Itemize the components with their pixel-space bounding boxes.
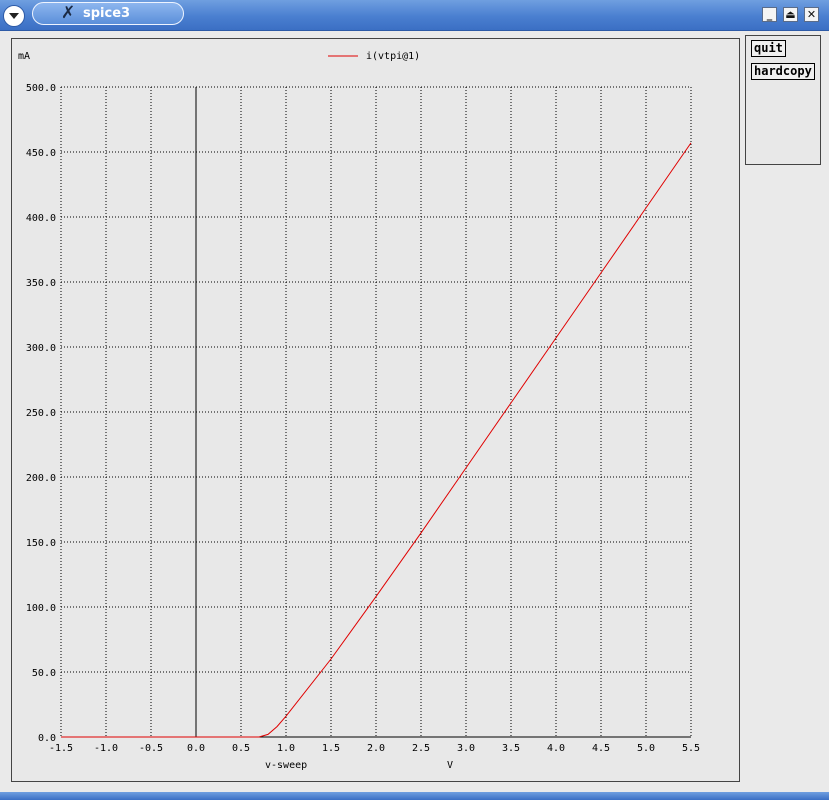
series-layer: [61, 142, 692, 738]
y-tick-label: 450.0: [26, 148, 56, 159]
y-tick-label: 500.0: [26, 83, 56, 94]
x-axis-label: v-sweep: [265, 760, 307, 771]
y-tick-label: 150.0: [26, 538, 56, 549]
y-tick-label: 200.0: [26, 473, 56, 484]
x-tick-label: 4.5: [592, 743, 610, 754]
window-menu-button[interactable]: [3, 5, 25, 27]
minimize-button[interactable]: _: [762, 7, 777, 22]
y-tick-label: 50.0: [32, 668, 56, 679]
y-tick-label: 350.0: [26, 278, 56, 289]
window-title: spice3: [83, 6, 131, 21]
window-titlebar: ✗ spice3 _ ⏏ ✕: [0, 0, 829, 31]
y-tick-label: 0.0: [38, 733, 56, 744]
hardcopy-button[interactable]: hardcopy: [751, 63, 815, 80]
x-tick-label: 2.5: [412, 743, 430, 754]
x-axis-unit-label: V: [447, 760, 453, 771]
x-tick-label: 2.0: [367, 743, 385, 754]
x-tick-label: -0.5: [139, 743, 163, 754]
x-tick-label: 1.0: [277, 743, 295, 754]
x-tick-label: 1.5: [322, 743, 340, 754]
y-tick-label: 300.0: [26, 343, 56, 354]
side-panel: quit hardcopy: [745, 35, 821, 165]
y-tick-label: 250.0: [26, 408, 56, 419]
close-button[interactable]: ✕: [804, 7, 819, 22]
y-axis-unit-label: mA: [18, 51, 30, 62]
series-line-i(vtpi@1): [61, 142, 692, 738]
legend-label: i(vtpi@1): [366, 51, 420, 62]
quit-button[interactable]: quit: [751, 40, 786, 57]
tick-labels: -1.5 -1.0 -0.5 0.0 0.5 1.0 1.5 2.0 2.5 3.0 3.5 4.0 4…: [26, 83, 700, 754]
maximize-button[interactable]: ⏏: [783, 7, 798, 22]
window-title-pill[interactable]: ✗ spice3: [32, 2, 184, 25]
x-tick-label: -1.0: [94, 743, 118, 754]
x-tick-label: 3.5: [502, 743, 520, 754]
grid: [60, 86, 692, 738]
x-tick-label: 4.0: [547, 743, 565, 754]
y-tick-label: 100.0: [26, 603, 56, 614]
x-tick-label: 0.0: [187, 743, 205, 754]
x-tick-label: 0.5: [232, 743, 250, 754]
x-tick-label: -1.5: [49, 743, 73, 754]
window-bottom-border: [0, 792, 829, 800]
x-tick-label: 3.0: [457, 743, 475, 754]
y-tick-label: 400.0: [26, 213, 56, 224]
x11-icon: ✗: [61, 3, 76, 23]
x-tick-label: 5.0: [637, 743, 655, 754]
x-tick-label: 5.5: [682, 743, 700, 754]
